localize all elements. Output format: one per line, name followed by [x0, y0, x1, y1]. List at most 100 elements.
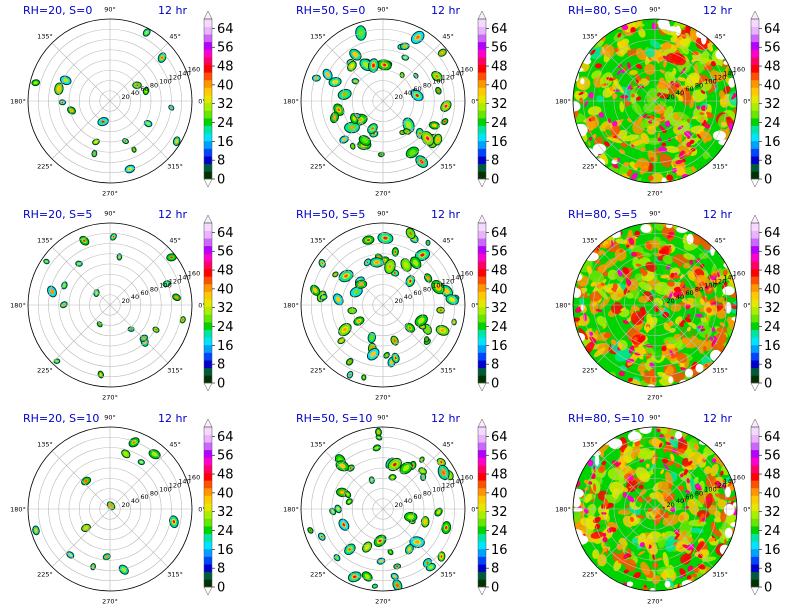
colorbar-segment — [751, 79, 759, 88]
field-core — [695, 484, 701, 488]
cell-core — [380, 153, 382, 156]
polar-frame — [572, 426, 738, 592]
field-cell — [654, 490, 665, 504]
cell-mid — [33, 81, 38, 85]
colorbar-extend-top — [750, 10, 760, 20]
field-core — [588, 331, 594, 336]
cell-mid — [352, 51, 359, 58]
field-core — [663, 60, 667, 68]
colorbar-segment — [478, 140, 486, 149]
cell-mid — [339, 339, 344, 343]
field-gap — [724, 527, 733, 539]
angle-tick-label: 180° — [10, 302, 26, 310]
field-core — [703, 137, 708, 144]
cell-mid — [77, 262, 81, 265]
angular-gridline — [654, 450, 714, 510]
colorbar-frame — [477, 18, 487, 180]
cell-core — [84, 479, 88, 483]
field-core — [596, 283, 602, 289]
field-gap — [674, 431, 683, 440]
cell-mid — [123, 451, 128, 456]
colorbar-segment — [751, 465, 759, 474]
cell-mid — [335, 296, 341, 303]
field-core — [590, 49, 596, 55]
colorbar-frame — [750, 18, 760, 180]
colorbar-tick-label: 16 — [764, 135, 781, 150]
colorbar-segment — [478, 487, 486, 496]
radial-tick-label: 140 — [451, 274, 463, 282]
angle-tick-label: 315° — [440, 367, 456, 375]
field-core — [612, 282, 618, 291]
colorbar-segment — [478, 375, 486, 384]
colorbar-segment — [478, 322, 486, 330]
colorbar-segment — [204, 352, 212, 361]
field-cell — [712, 64, 725, 72]
field-core — [628, 237, 635, 245]
colorbar-extend-bottom — [203, 382, 213, 392]
field-cell — [647, 137, 661, 145]
colorbar-frame — [477, 426, 487, 588]
field-core — [665, 441, 671, 446]
field-core — [692, 165, 696, 173]
field-core — [607, 528, 612, 533]
field-core — [701, 296, 707, 299]
colorbar-tick-label: 16 — [491, 135, 508, 150]
angle-tick-label: 135° — [37, 440, 53, 448]
polar-frame — [300, 18, 466, 184]
angle-tick-label: 315° — [167, 571, 183, 579]
angle-tick-label: 135° — [582, 32, 598, 40]
precip-field — [32, 437, 179, 575]
field-core — [588, 481, 593, 485]
field-core — [595, 84, 605, 87]
field-gap — [573, 497, 581, 508]
field-core — [678, 448, 685, 455]
field-core — [681, 337, 688, 344]
colorbar-segment — [478, 41, 486, 50]
colorbar-segment — [204, 329, 212, 338]
field-cell — [619, 40, 631, 51]
cell-mid — [144, 89, 148, 93]
field-core — [691, 51, 699, 56]
cell-core — [427, 276, 430, 280]
field-core — [671, 354, 678, 359]
field-cell — [710, 463, 719, 477]
radial-tick-label: 100 — [159, 485, 171, 493]
colorbar-segment — [204, 360, 212, 369]
field-core — [702, 283, 708, 287]
field-core — [584, 100, 588, 108]
colorbar-segment — [751, 329, 759, 338]
colorbar-segment — [751, 487, 759, 496]
field-core — [732, 92, 736, 98]
polar-frame — [572, 18, 738, 184]
panel-title: RH=80, S=0 — [568, 4, 637, 17]
colorbar-tick-label: 48 — [491, 468, 508, 483]
colorbar-tick-label: 32 — [764, 97, 781, 112]
field-core — [679, 568, 687, 577]
angle-tick-label: 45° — [442, 236, 454, 244]
field-cell — [638, 281, 653, 292]
angular-gridline — [51, 304, 111, 364]
field-core — [638, 26, 643, 31]
angle-tick-label: 315° — [167, 367, 183, 375]
colorbar-segment — [478, 360, 486, 369]
field-cell — [667, 483, 673, 489]
field-core — [611, 527, 617, 533]
radial-tick-label: 40 — [131, 293, 139, 301]
field-core — [651, 456, 656, 465]
colorbar-segment — [751, 541, 759, 550]
field-cell — [634, 273, 643, 282]
colorbar-segment — [204, 518, 212, 527]
cell-mid — [407, 546, 412, 552]
radial-tick-label: 140 — [723, 274, 735, 282]
field-core — [684, 317, 692, 323]
angle-tick-label: 90° — [649, 210, 661, 218]
colorbar-tick-label: 64 — [764, 226, 781, 241]
colorbar-segment — [751, 57, 759, 66]
colorbar-segment — [751, 299, 759, 308]
colorbar-segment — [478, 548, 486, 557]
cell-mid — [448, 297, 456, 303]
colorbar-segment — [751, 245, 759, 254]
field-core — [666, 343, 676, 349]
colorbar-segment — [478, 245, 486, 254]
cell-core — [444, 120, 446, 123]
